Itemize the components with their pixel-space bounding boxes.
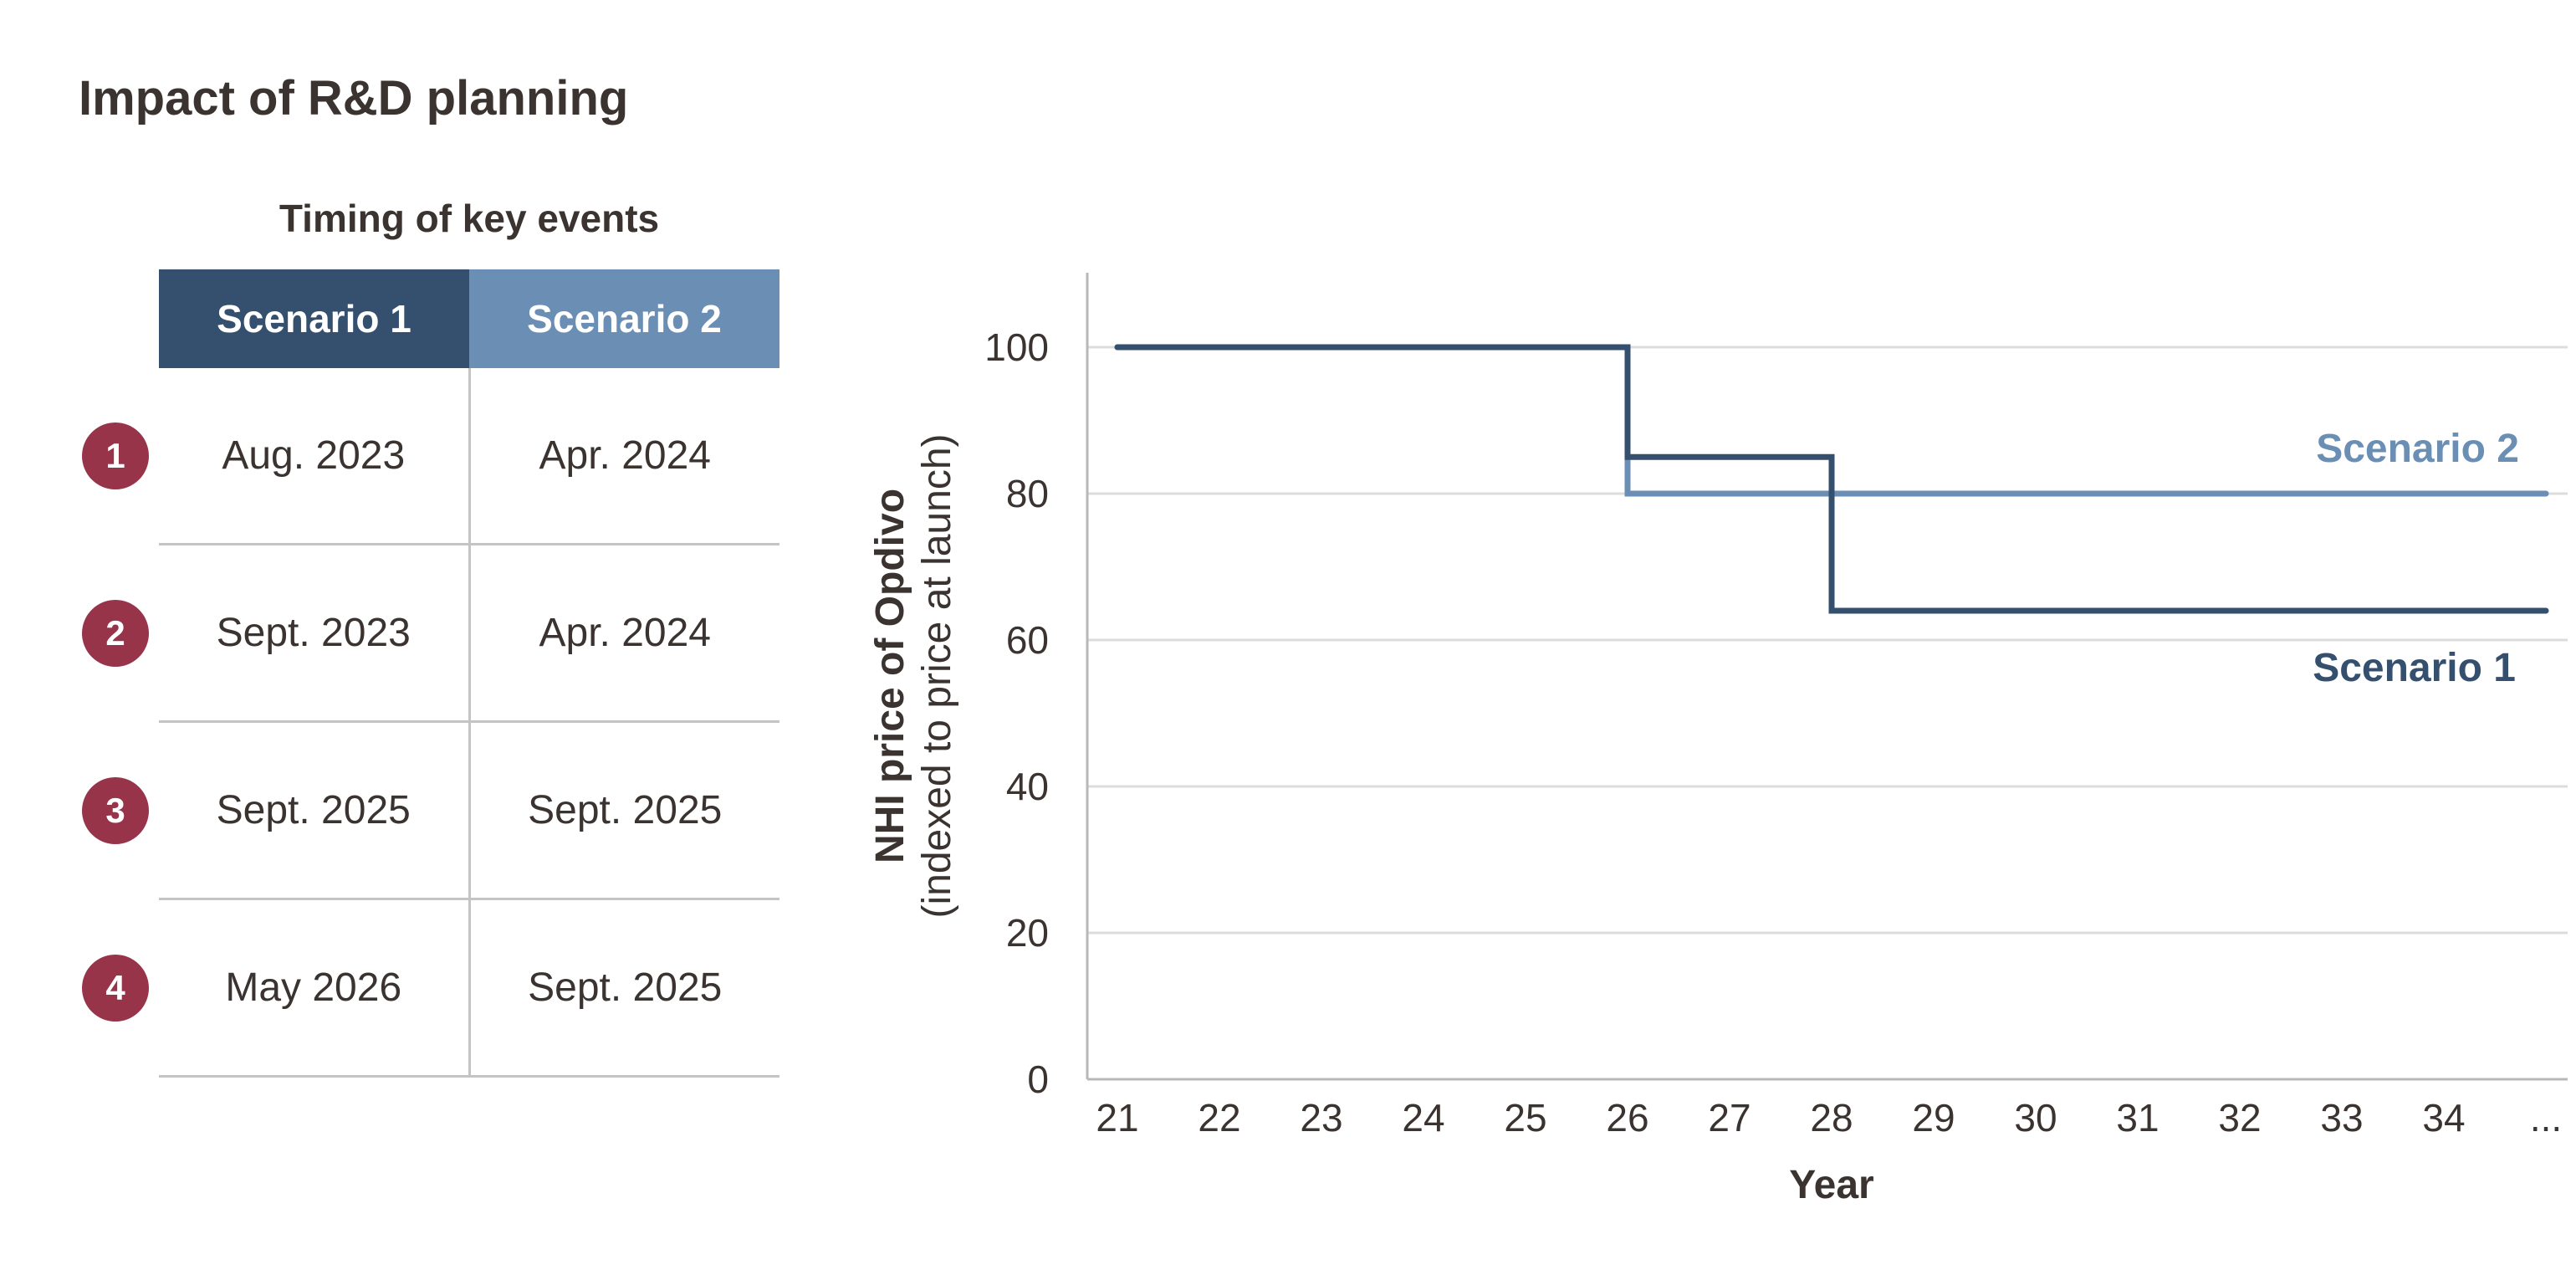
x-tick-label: ...: [2530, 1096, 2562, 1139]
x-tick-label: 32: [2218, 1096, 2261, 1139]
scenario-1-date: Aug. 2023: [159, 368, 471, 543]
header-scenario-2: Scenario 2: [469, 269, 779, 368]
scenario-1-date: Sept. 2025: [159, 723, 471, 898]
table-header: Scenario 1 Scenario 2: [159, 269, 779, 368]
axes: [1086, 273, 2568, 1081]
table-row: 2 Sept. 2023 Apr. 2024: [82, 545, 779, 723]
x-tick-label: 22: [1198, 1096, 1240, 1139]
scenario-1-date: Sept. 2023: [159, 545, 471, 720]
x-tick-label: 27: [1708, 1096, 1751, 1139]
y-tick-label: 0: [1027, 1057, 1049, 1101]
series-label-scenario-2: Scenario 2: [2316, 427, 2519, 471]
scenario-2-date: Sept. 2025: [528, 965, 723, 1010]
scenario-1-date: May 2026: [159, 900, 471, 1075]
scenario-2-date: Apr. 2024: [539, 433, 712, 478]
x-tick-label: 25: [1504, 1096, 1546, 1139]
table-row: 4 May 2026 Sept. 2025: [82, 900, 779, 1078]
x-tick-label: 29: [1912, 1096, 1955, 1139]
y-tick-label: 40: [1006, 765, 1049, 808]
series-lines: [1114, 344, 2549, 614]
page-title: Impact of R&D planning: [79, 71, 629, 125]
event-number-badge: 3: [82, 776, 149, 844]
y-tick-label: 60: [1006, 618, 1049, 662]
x-tick-label: 31: [2116, 1096, 2159, 1139]
table-row: 3 Sept. 2025 Sept. 2025: [82, 723, 779, 900]
event-number-badge: 1: [82, 422, 149, 489]
table-row: 1 Aug. 2023 Apr. 2024: [82, 368, 779, 545]
event-number-badge: 2: [82, 599, 149, 667]
y-tick-label: 80: [1006, 472, 1049, 515]
key-events-table: Scenario 1 Scenario 2 1 Aug. 2023 Apr. 2…: [82, 269, 779, 1078]
x-axis-title: Year: [1789, 1163, 1873, 1207]
x-tick-label: 33: [2320, 1096, 2363, 1139]
y-axis-title-main: NHI price of Opdivo: [868, 489, 912, 863]
series-label-scenario-1: Scenario 1: [2313, 646, 2516, 690]
header-scenario-1: Scenario 1: [159, 269, 469, 368]
event-number-badge: 4: [82, 954, 149, 1022]
x-tick-label: 28: [1810, 1096, 1853, 1139]
x-tick-label: 26: [1606, 1096, 1648, 1139]
y-tick-label: 100: [984, 325, 1049, 369]
x-tick-label: 24: [1402, 1096, 1444, 1139]
y-axis-title-sub: (indexed to price at launch): [915, 434, 959, 919]
x-tick-label: 21: [1096, 1096, 1138, 1139]
scenario-2-date: Apr. 2024: [539, 611, 712, 655]
scenario-2-date: Sept. 2025: [528, 788, 723, 832]
series-line-1: [1114, 344, 2549, 614]
table-title: Timing of key events: [279, 197, 660, 240]
x-tick-label: 23: [1300, 1096, 1342, 1139]
x-tick-label: 34: [2422, 1096, 2465, 1139]
y-axis-title: NHI price of Opdivo(indexed to price at …: [868, 434, 959, 919]
chart-labels: 0 20 40 60 80 100 21 22 23 24 25 26 27 28 29 30 31 32 33 34…: [868, 325, 2562, 1207]
x-tick-label: 30: [2014, 1096, 2057, 1139]
y-tick-label: 20: [1006, 911, 1049, 955]
